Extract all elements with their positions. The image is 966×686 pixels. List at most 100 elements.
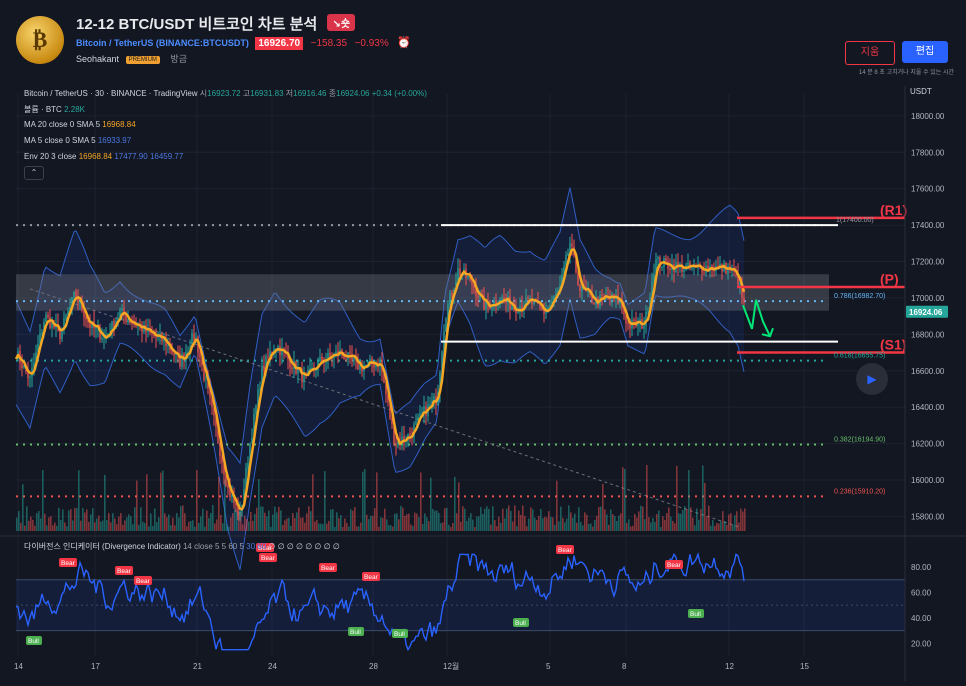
volume-bar <box>258 479 260 531</box>
premium-badge: PREMIUM <box>125 56 160 64</box>
volume-bar <box>472 519 474 531</box>
main-series-label[interactable]: Bitcoin / TetherUS · 30 · BINANCE · Trad… <box>24 89 198 98</box>
delete-button[interactable]: 지움 <box>845 41 895 65</box>
candle-body <box>473 284 475 289</box>
volume-label[interactable]: 볼륨 · BTC <box>24 105 62 114</box>
volume-bar <box>410 524 412 531</box>
bear-signal-label: Bear <box>258 545 273 552</box>
candle-body <box>319 356 321 362</box>
volume-bar <box>692 517 694 531</box>
volume-bar <box>22 484 24 531</box>
ma20-label[interactable]: MA 20 close 0 SMA 5 <box>24 120 101 129</box>
collapse-legend-button[interactable]: ⌃ <box>24 166 44 180</box>
bull-signal-badge <box>26 636 42 645</box>
forecast-zigzag-arrow <box>742 299 771 337</box>
price-tick-label: 17800.00 <box>911 148 945 157</box>
bull-signal-label: Bull <box>515 620 526 627</box>
candle-body <box>343 354 345 360</box>
candle-body <box>719 263 721 267</box>
volume-bar <box>34 525 36 531</box>
bear-signal-label: Bear <box>261 555 276 562</box>
candle-body <box>267 356 269 358</box>
volume-bar <box>478 516 480 531</box>
time-tick-label: 28 <box>369 662 378 671</box>
volume-bar <box>576 522 578 531</box>
volume-bar <box>328 520 330 531</box>
price-chart-canvas[interactable]: (R1) (P) (S1) 1(17400.00) 0.786(16982.70) 0.6… <box>0 86 966 681</box>
volume-bar <box>38 510 40 531</box>
volume-bar <box>626 523 628 531</box>
candle-body <box>667 261 669 269</box>
candle-body <box>215 415 217 427</box>
bear-signal-label: Bear <box>61 560 76 567</box>
volume-bar <box>484 508 486 531</box>
volume-bar <box>620 513 622 531</box>
volume-bar <box>456 513 458 531</box>
alarm-clock-icon[interactable]: ⏰ <box>397 37 411 49</box>
candle-body <box>67 311 69 316</box>
volume-bar <box>412 525 414 531</box>
volume-bar <box>216 519 218 531</box>
candle-body <box>511 306 513 310</box>
candle-body <box>577 272 579 286</box>
chart-area[interactable]: (R1) (P) (S1) 1(17400.00) 0.786(16982.70) 0.6… <box>0 86 966 681</box>
volume-bar <box>104 474 106 531</box>
volume-bar <box>540 508 542 531</box>
candle-body <box>623 308 625 315</box>
bull-signal-badge <box>392 629 408 638</box>
author-line: Seohakant PREMIUM 방금 <box>76 52 187 65</box>
volume-bar <box>654 521 656 531</box>
author-name[interactable]: Seohakant <box>76 54 120 64</box>
ma5-label[interactable]: MA 5 close 0 SMA 5 <box>24 136 96 145</box>
volume-bar <box>80 520 82 531</box>
volume-bar <box>598 506 600 531</box>
volume-bar <box>520 514 522 531</box>
volume-bar <box>628 519 630 531</box>
volume-bar <box>86 509 88 531</box>
indicator-label[interactable]: 다이버전스 인디케이터 (Divergence Indicator) <box>24 542 181 551</box>
volume-bar <box>740 508 742 531</box>
candle-body <box>217 426 219 443</box>
play-replay-button[interactable]: ▶ <box>856 363 888 395</box>
volume-bar <box>54 522 56 531</box>
volume-bar <box>700 509 702 531</box>
volume-bar <box>444 508 446 531</box>
candle-body <box>153 333 155 337</box>
candle-body <box>639 319 641 322</box>
volume-bar <box>42 470 44 531</box>
indicator-legend: 다이버전스 인디케이터 (Divergence Indicator) 14 cl… <box>24 541 340 552</box>
candle-body <box>743 297 745 303</box>
candle-body <box>307 369 309 375</box>
volume-bar <box>62 509 64 531</box>
candle-body <box>127 319 129 322</box>
volume-bar <box>292 513 294 531</box>
volume-bar <box>658 510 660 531</box>
symbol-name-link[interactable]: Bitcoin / TetherUS <box>76 38 154 48</box>
author-avatar[interactable]: ₿ <box>16 16 64 64</box>
candle-body <box>49 317 51 328</box>
ma5-value: 16933.97 <box>97 136 132 145</box>
volume-bar <box>278 506 280 531</box>
volume-bar <box>496 526 498 531</box>
symbol-code-link[interactable]: (BINANCE:BTCUSDT) <box>155 38 249 48</box>
volume-bar <box>244 515 246 531</box>
volume-bar <box>50 516 52 531</box>
candle-body <box>375 363 377 368</box>
price-tick-label: 15800.00 <box>911 512 945 521</box>
volume-bar <box>60 519 62 531</box>
edit-time-note: 14 분 8 초 고치거나 지울 수 있는 시간 <box>858 70 954 76</box>
edit-button[interactable]: 편집 <box>902 41 948 63</box>
volume-bar <box>604 509 606 531</box>
volume-bar <box>284 520 286 531</box>
candle-body <box>539 303 541 307</box>
env-label[interactable]: Env 20 3 close <box>24 152 77 161</box>
bear-signal-badge <box>319 563 337 572</box>
time-tick-label: 12월 <box>443 661 459 671</box>
volume-bar <box>88 521 90 531</box>
volume-bar <box>96 518 98 531</box>
volume-bar <box>744 508 746 531</box>
ma5-legend: MA 5 close 0 SMA 5 16933.97 <box>24 136 131 145</box>
volume-bar <box>524 516 526 531</box>
volume-bar <box>688 470 690 531</box>
volume-bar <box>98 515 100 531</box>
